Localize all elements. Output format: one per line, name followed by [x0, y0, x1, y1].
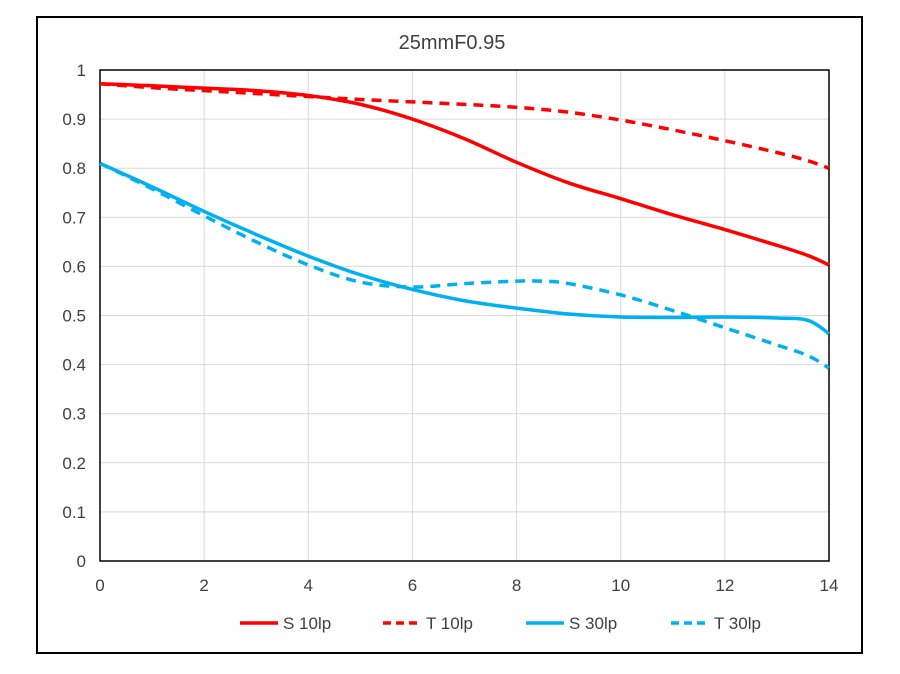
line-chart: 25mmF0.95 00.10.20.30.40.50.60.70.80.91 … — [62, 32, 838, 633]
x-tick-label: 4 — [304, 576, 313, 595]
y-tick-label: 0.1 — [62, 503, 86, 522]
series-line-s-10lp — [99, 81, 830, 267]
series-line-s-30lp — [99, 161, 831, 336]
x-tick-label: 14 — [820, 576, 839, 595]
legend-label: S 10lp — [283, 614, 331, 633]
y-tick-label: 0.8 — [62, 159, 86, 178]
x-tick-label: 0 — [95, 576, 104, 595]
y-tick-label: 0.6 — [62, 257, 86, 276]
chart-title: 25mmF0.95 — [399, 32, 506, 54]
x-tick-label: 12 — [715, 576, 734, 595]
y-tick-label: 0.9 — [62, 110, 86, 129]
y-tick-label: 0.3 — [62, 405, 86, 424]
legend-label: T 10lp — [426, 614, 473, 633]
y-tick-label: 0 — [77, 552, 86, 571]
legend-label: S 30lp — [569, 614, 617, 633]
legend-label: T 30lp — [714, 614, 761, 633]
y-axis-tick-labels: 0 0.1 0.2 0.3 0.4 0.5 0.6 0.7 0.8 0.9 1 — [62, 61, 86, 571]
y-tick-label: 0.2 — [62, 454, 86, 473]
legend: S 10lp T 10lp S 30lp T 30lp — [240, 614, 761, 633]
x-axis-tick-labels: 0 2 4 6 8 10 12 14 — [95, 576, 838, 595]
series-lines — [99, 81, 831, 370]
y-tick-label: 0.5 — [62, 307, 86, 326]
x-tick-label: 10 — [611, 576, 630, 595]
x-tick-label: 6 — [408, 576, 417, 595]
y-tick-label: 1 — [77, 61, 86, 80]
series-line-t-30lp — [99, 161, 830, 370]
x-tick-label: 2 — [199, 576, 208, 595]
y-tick-label: 0.4 — [62, 356, 86, 375]
chart-frame: 25mmF0.95 0 0.1 0.2 0.3 0.4 0.5 0.6 0.7 0.8 0.9 1 … — [36, 16, 863, 654]
y-tick-label: 0.7 — [62, 208, 86, 227]
x-tick-label: 8 — [512, 576, 521, 595]
plot-area-border — [99, 69, 830, 562]
series-line-t-10lp — [99, 82, 830, 170]
